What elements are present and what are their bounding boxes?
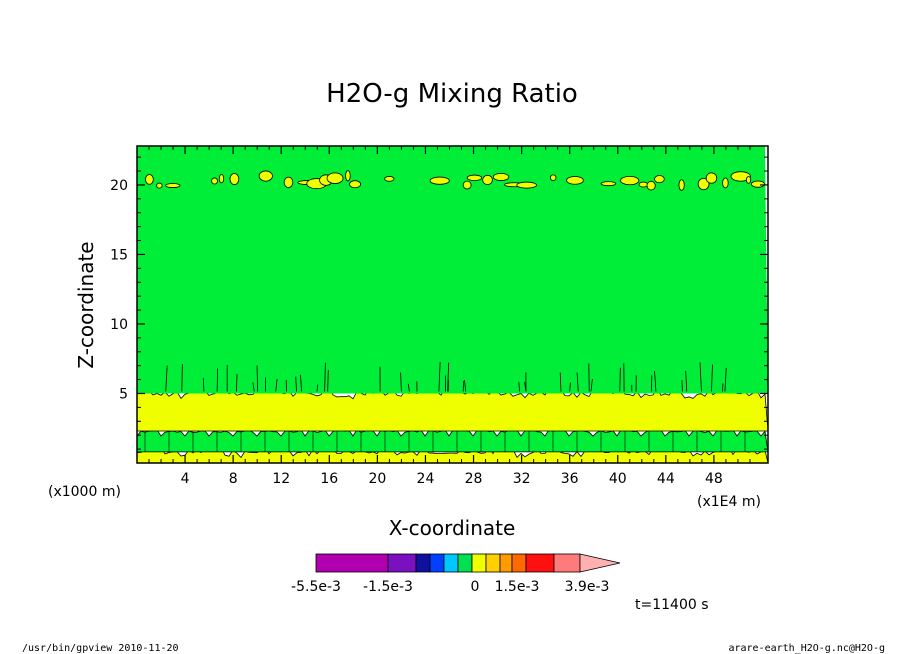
colorbar-swatch — [485, 553, 501, 573]
heatmap-band — [137, 387, 768, 432]
colorbar-label: 0 — [471, 579, 480, 595]
colorbar-swatch — [415, 553, 431, 573]
colorbar-label: 3.9e-3 — [565, 579, 610, 595]
chart-title: H2O-g Mixing Ratio — [326, 79, 578, 109]
y-tick-label: 5 — [119, 386, 128, 402]
colorbar-swatch — [553, 553, 581, 573]
colorbar-swatch — [499, 553, 513, 573]
heatmap-band — [137, 146, 768, 394]
colorbar-label: 1.5e-3 — [495, 579, 540, 595]
footer-left: /usr/bin/gpview 2010-11-20 — [22, 643, 179, 654]
x-tick-label: 32 — [513, 471, 531, 487]
heatmap-band — [137, 429, 768, 453]
colorbar-swatch — [429, 553, 445, 573]
colorbar-swatch — [511, 553, 527, 573]
x-tick-label: 28 — [465, 471, 483, 487]
y-unit-label: (x1000 m) — [48, 484, 121, 500]
x-axis: 4 8 12 16 20 24 28 32 36 40 44 48 — [148, 146, 751, 487]
colorbar-label: -1.5e-3 — [363, 579, 413, 595]
colorbar-label: -5.5e-3 — [291, 579, 341, 595]
y-tick-label: 20 — [110, 178, 128, 194]
x-axis-label: X-coordinate — [389, 516, 516, 540]
x-tick-label: 24 — [417, 471, 435, 487]
plot-frame — [136, 145, 769, 464]
colorbar-swatch — [387, 553, 417, 573]
footer-right: arare-earth_H2O-g.nc@H2O-g — [728, 643, 885, 654]
x-tick-label: 36 — [561, 471, 579, 487]
x-tick-label: 12 — [272, 471, 290, 487]
y-axis: 5 10 15 20 — [110, 156, 768, 450]
plume-streaks — [144, 361, 746, 452]
colorbar-swatch — [457, 553, 473, 573]
x-unit-label: (x1E4 m) — [697, 494, 761, 510]
colorbar-swatch — [315, 553, 389, 573]
x-tick-label: 4 — [181, 471, 190, 487]
colorbar-extend-arrow — [579, 553, 621, 573]
x-tick-label: 48 — [705, 471, 723, 487]
heatmap-band — [145, 170, 765, 191]
x-tick-label: 40 — [609, 471, 627, 487]
plot-area — [136, 145, 769, 464]
colorbar-swatch — [471, 553, 487, 573]
x-tick-label: 44 — [657, 471, 675, 487]
time-label: t=11400 s — [635, 597, 709, 613]
x-tick-label: 8 — [229, 471, 238, 487]
colorbar: -5.5e-3 -1.5e-3 0 1.5e-3 3.9e-3 — [291, 553, 621, 595]
x-tick-label: 16 — [320, 471, 338, 487]
y-tick-label: 15 — [110, 247, 128, 263]
y-tick-label: 10 — [110, 317, 128, 333]
colorbar-swatch — [443, 553, 459, 573]
x-tick-label: 20 — [368, 471, 386, 487]
y-axis-label: Z-coordinate — [74, 241, 98, 368]
colorbar-swatch — [525, 553, 555, 573]
